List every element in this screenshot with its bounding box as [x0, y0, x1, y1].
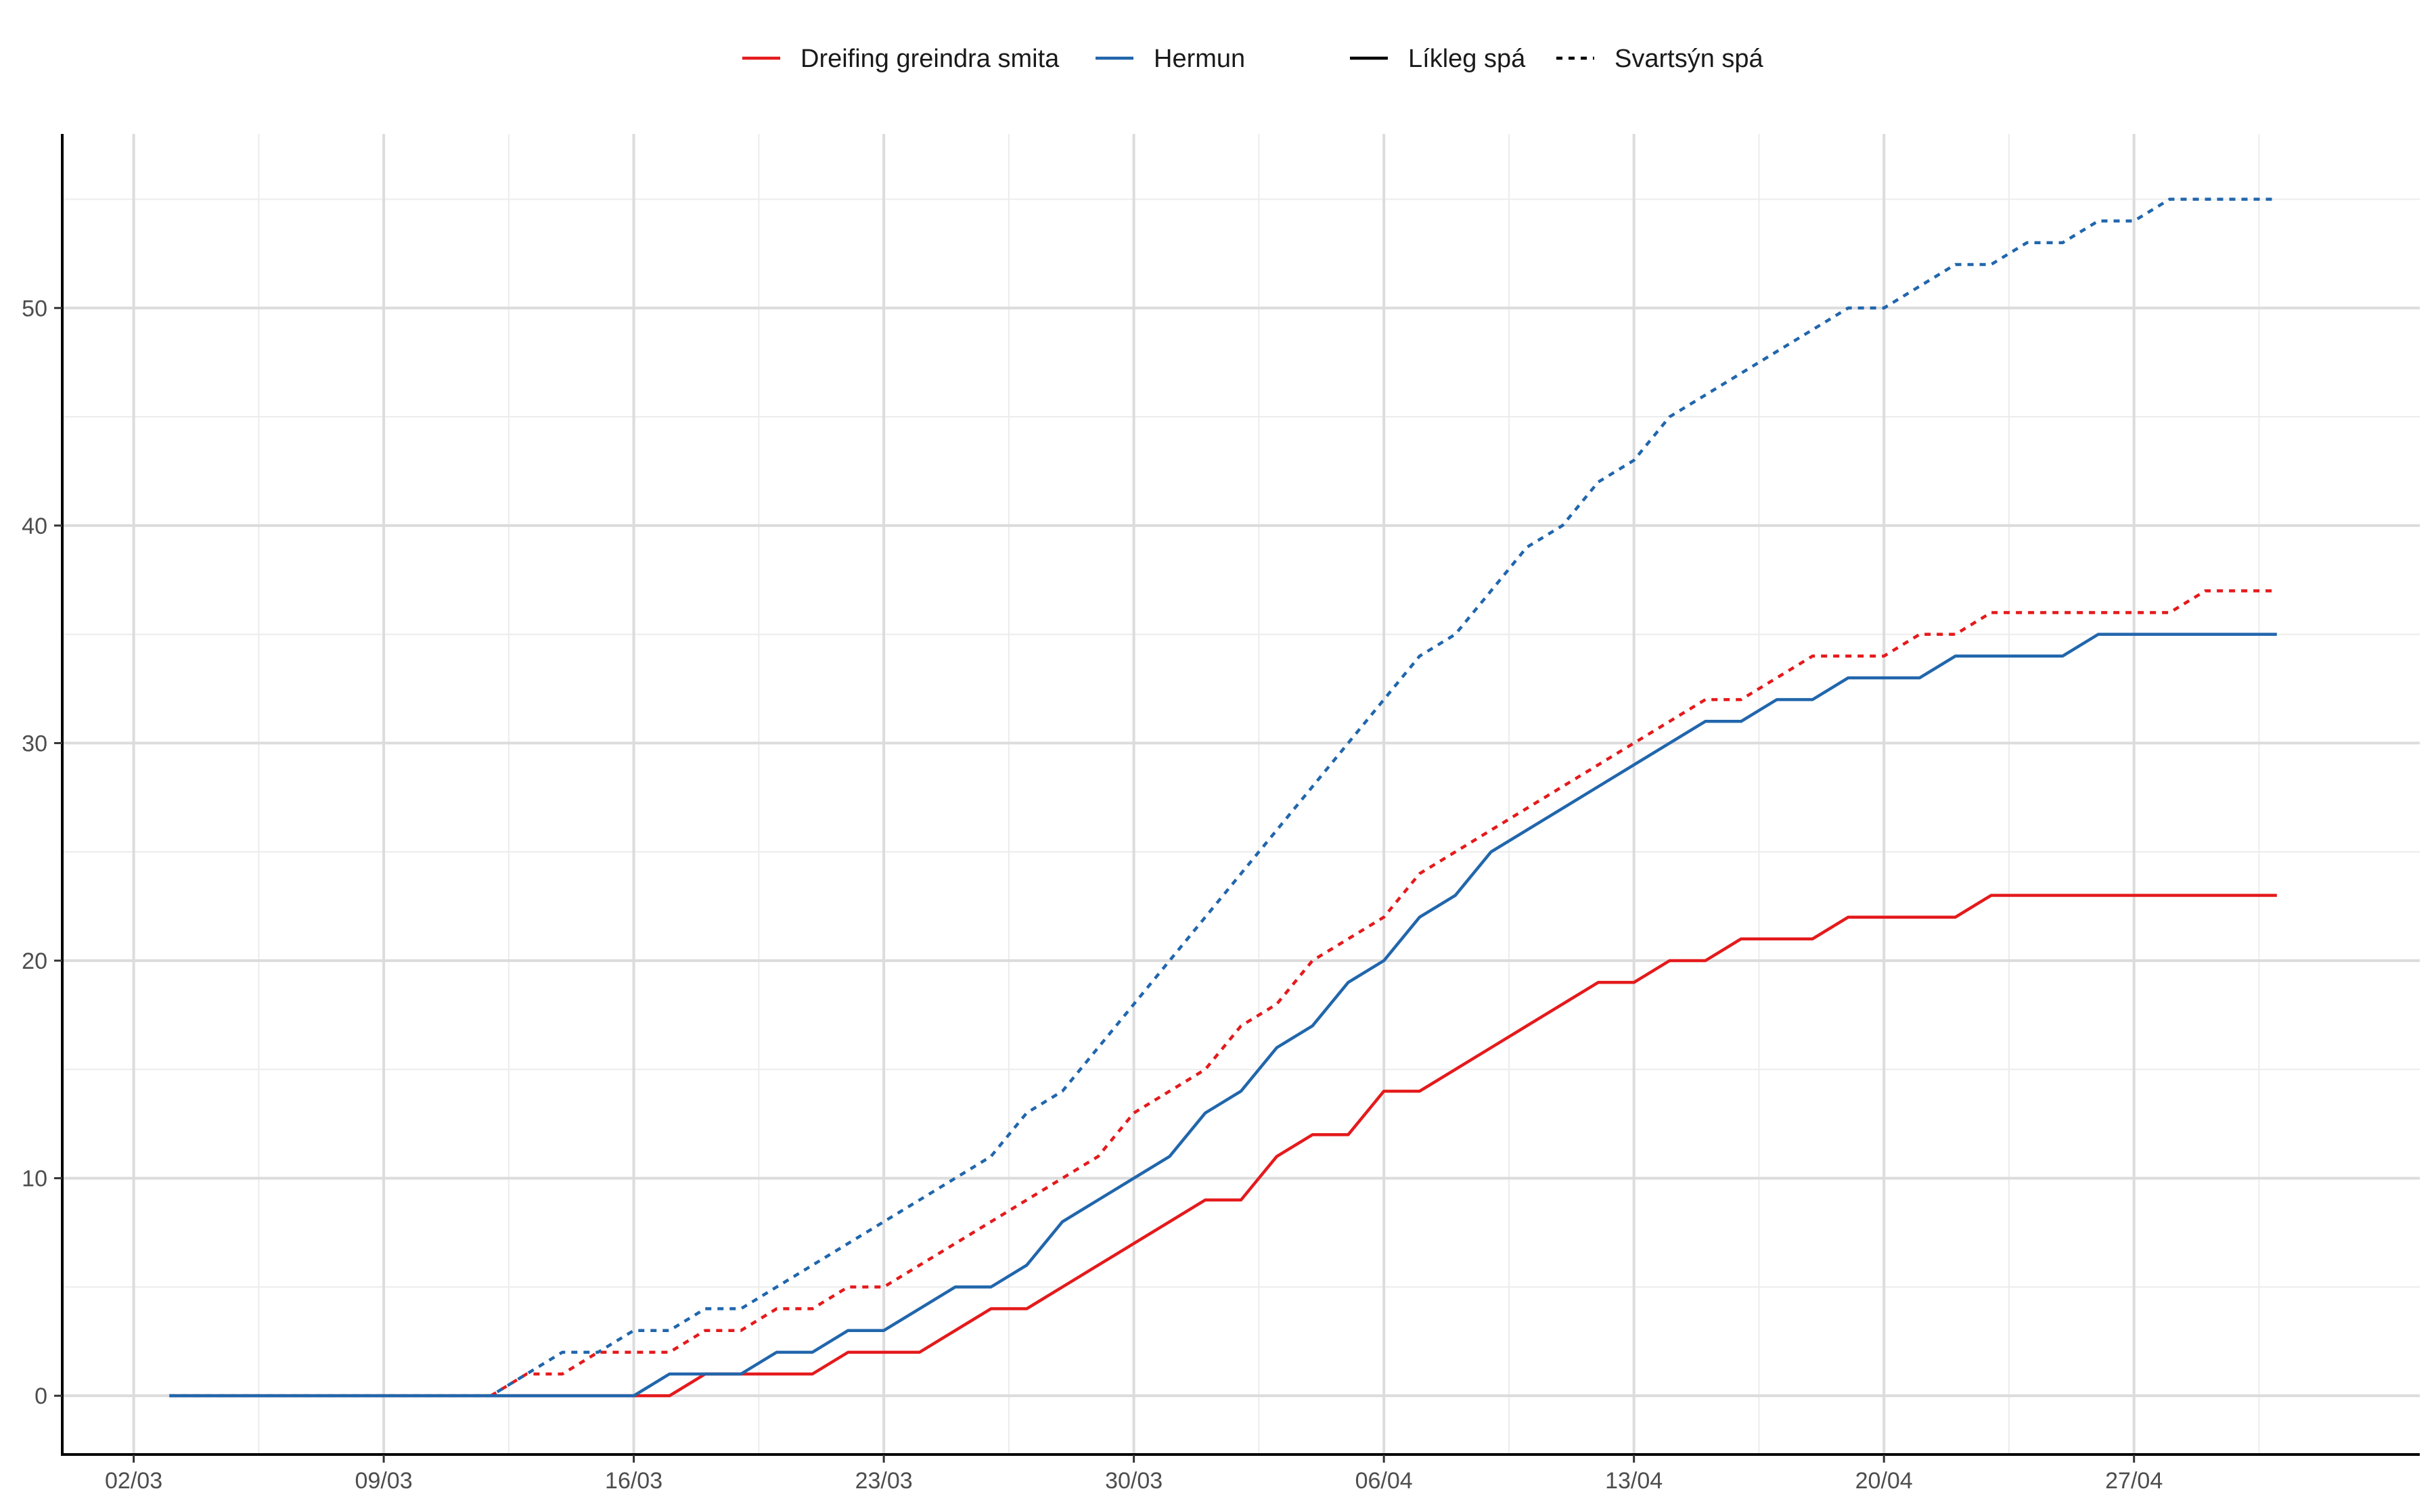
series-line-4 [169, 198, 2277, 1398]
x-tick-label: 27/04 [2105, 1468, 2163, 1494]
x-tick-label: 09/03 [355, 1468, 413, 1494]
x-tick-label: 06/04 [1355, 1468, 1413, 1494]
legend-label: Dreifing greindra smita [800, 45, 1060, 73]
series-line-3 [169, 633, 2277, 1398]
axes [61, 134, 2420, 1456]
x-tick-label: 20/04 [1855, 1468, 1913, 1494]
y-tick-label: 30 [22, 731, 47, 756]
x-tick-label: 13/04 [1605, 1468, 1663, 1494]
y-tick-label: 10 [22, 1166, 47, 1192]
y-tick-label: 20 [22, 948, 47, 974]
legend-label: Hermun [1154, 45, 1245, 73]
x-tick-label: 23/03 [855, 1468, 913, 1494]
y-axis-ticks: 0 10 20 30 40 50 [22, 296, 62, 1409]
y-tick-label: 40 [22, 513, 47, 539]
legend-item-hermun: Hermun [1096, 45, 1245, 73]
series-layer [169, 198, 2277, 1398]
legend: Dreifing greindra smita Hermun Líkleg spá S… [742, 45, 1764, 73]
legend-item-likleg: Líkleg spá [1350, 45, 1526, 73]
x-axis-ticks: 02/03 09/03 16/03 23/03 30/03 06/04 13/04 20/04… [105, 1454, 2163, 1494]
y-tick-label: 0 [35, 1383, 47, 1409]
series-line-1 [169, 894, 2277, 1398]
minor-gridlines [62, 134, 2420, 1454]
legend-label: Svartsýn spá [1615, 45, 1764, 73]
x-tick-label: 02/03 [105, 1468, 162, 1494]
legend-label: Líkleg spá [1408, 45, 1526, 73]
legend-item-svartsyn: Svartsýn spá [1556, 45, 1764, 73]
series-line-2 [490, 589, 2277, 1398]
x-tick-label: 30/03 [1105, 1468, 1163, 1494]
legend-item-dreifing: Dreifing greindra smita [742, 45, 1060, 73]
y-tick-label: 50 [22, 296, 47, 321]
x-tick-label: 16/03 [605, 1468, 662, 1494]
